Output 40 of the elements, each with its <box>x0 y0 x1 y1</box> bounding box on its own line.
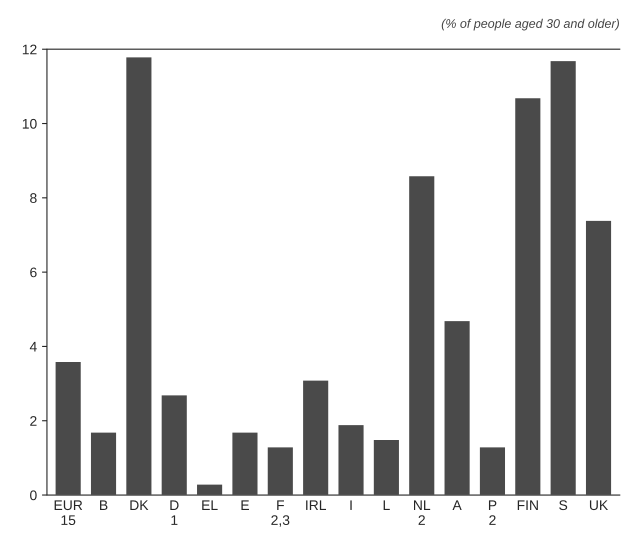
x-tick-label: DK <box>130 500 148 510</box>
bar <box>337 424 365 496</box>
bar <box>90 431 118 496</box>
bar <box>230 431 259 496</box>
bar <box>372 438 400 496</box>
bar <box>160 394 188 496</box>
y-tick-label: 4 <box>30 342 37 352</box>
bar <box>514 96 542 496</box>
bar <box>478 446 506 496</box>
x-tick-label: IRL <box>306 500 326 510</box>
y-tick-label: 10 <box>22 118 37 129</box>
x-tick-label: NL 2 <box>414 500 430 525</box>
x-tick-label: FIN <box>518 500 538 510</box>
text: (% of people aged 30 and older) <box>442 18 620 30</box>
x-tick-label: P 2 <box>488 500 496 525</box>
bar <box>124 56 153 496</box>
y-tick-label: 0 <box>30 490 37 500</box>
y-tick-label: 8 <box>30 193 37 203</box>
x-tick-label: B <box>100 500 108 510</box>
x-tick-label: A <box>452 500 462 510</box>
bar <box>584 219 612 496</box>
x-tick-label: S <box>559 500 568 510</box>
bar <box>443 320 472 496</box>
bar <box>54 360 82 496</box>
bar <box>549 60 578 496</box>
bar <box>408 174 436 496</box>
y-tick-label: 2 <box>30 416 37 426</box>
x-tick-label: UK <box>590 500 608 510</box>
x-tick-label: I <box>350 500 352 510</box>
x-tick-label: E <box>241 500 249 510</box>
y-tick-label: 6 <box>30 267 37 278</box>
x-tick-label: EUR 15 <box>54 500 82 526</box>
x-tick-label: L <box>384 500 390 510</box>
x-tick-label: EL <box>202 500 218 510</box>
bar <box>266 446 294 496</box>
x-tick-label: F 2,3 <box>271 500 290 527</box>
x-tick-label: D 1 <box>170 500 179 525</box>
y-tick-label: 12 <box>22 44 37 54</box>
bar <box>302 379 330 496</box>
bar <box>196 483 224 496</box>
